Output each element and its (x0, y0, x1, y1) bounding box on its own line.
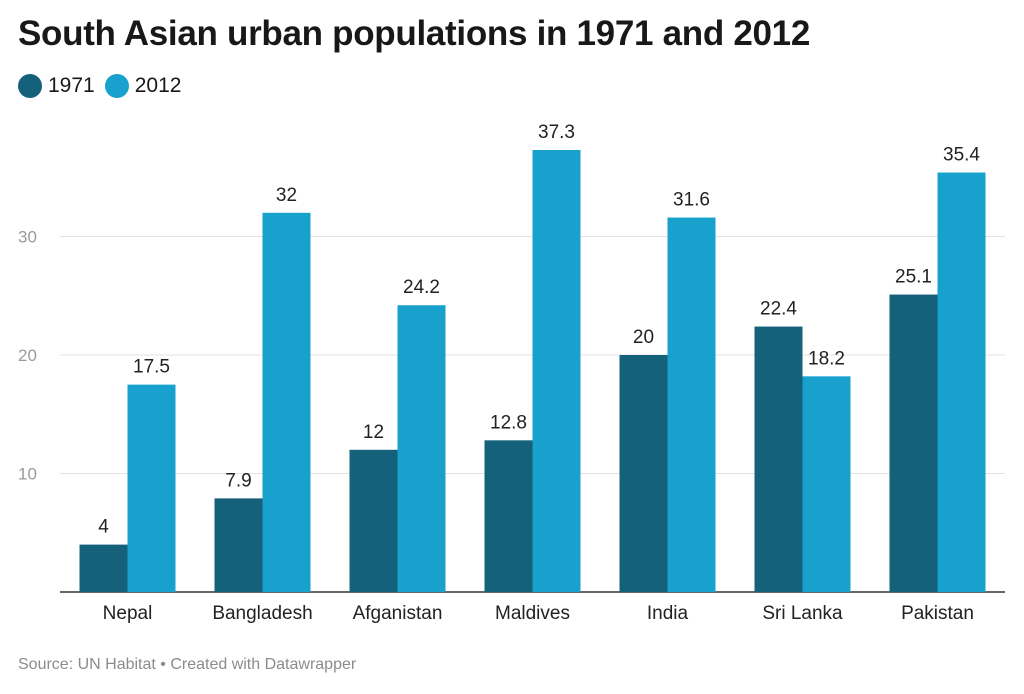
data-label: 31.6 (673, 190, 710, 211)
data-label: 12.8 (490, 412, 527, 433)
bar-1971-india (619, 355, 668, 592)
data-label: 7.9 (225, 470, 251, 491)
legend: 1971 2012 (18, 74, 191, 98)
data-label: 4 (98, 517, 109, 538)
x-tick-label: India (647, 603, 689, 624)
bar-2012-india (667, 217, 716, 593)
data-label: 20 (633, 327, 654, 348)
bar-2012-sri-lanka (802, 376, 851, 592)
bar-2012-maldives (532, 149, 581, 592)
x-tick-label: Maldives (495, 603, 570, 624)
x-tick-label: Sri Lanka (762, 603, 843, 624)
data-label: 37.3 (538, 122, 575, 143)
legend-item-1971: 1971 (18, 74, 95, 98)
legend-label-1971: 1971 (48, 74, 95, 97)
bar-1971-bangladesh (214, 498, 263, 592)
y-tick-label: 30 (18, 228, 37, 247)
data-label: 17.5 (133, 357, 170, 378)
legend-swatch-1971 (18, 74, 42, 98)
chart-title: South Asian urban populations in 1971 an… (18, 14, 811, 53)
data-label: 18.2 (808, 348, 845, 369)
legend-swatch-2012 (104, 74, 129, 98)
bar-2012-afganistan (397, 305, 446, 592)
data-label: 25.1 (895, 267, 932, 288)
y-tick-label: 20 (18, 346, 37, 365)
data-label: 35.4 (943, 145, 980, 166)
data-label: 24.2 (403, 277, 440, 298)
bar-2012-nepal (127, 384, 176, 592)
bar-2012-bangladesh (262, 212, 311, 593)
x-tick-label: Nepal (103, 603, 153, 624)
legend-label-2012: 2012 (134, 74, 182, 97)
x-tick-label: Afganistan (353, 603, 443, 624)
bar-2012-pakistan (937, 172, 986, 592)
bars (79, 149, 986, 593)
bar-1971-afganistan (349, 449, 398, 592)
bar-1971-pakistan (889, 294, 938, 592)
bar-1971-sri-lanka (754, 326, 803, 592)
legend-item-2012: 2012 (104, 74, 182, 98)
labels: 4 17.5 Nepal 7.9 32 Bangladesh 12 24.2 Afganista… (98, 122, 980, 624)
x-tick-label: Bangladesh (212, 603, 312, 624)
bar-1971-nepal (79, 544, 128, 592)
y-tick-label: 10 (18, 465, 37, 484)
x-tick-label: Pakistan (901, 603, 974, 624)
bar-1971-maldives (484, 440, 533, 592)
source-note: Source: UN Habitat • Created with Datawr… (18, 656, 357, 673)
data-label: 12 (363, 422, 384, 443)
data-label: 22.4 (760, 299, 797, 320)
data-label: 32 (276, 185, 297, 206)
